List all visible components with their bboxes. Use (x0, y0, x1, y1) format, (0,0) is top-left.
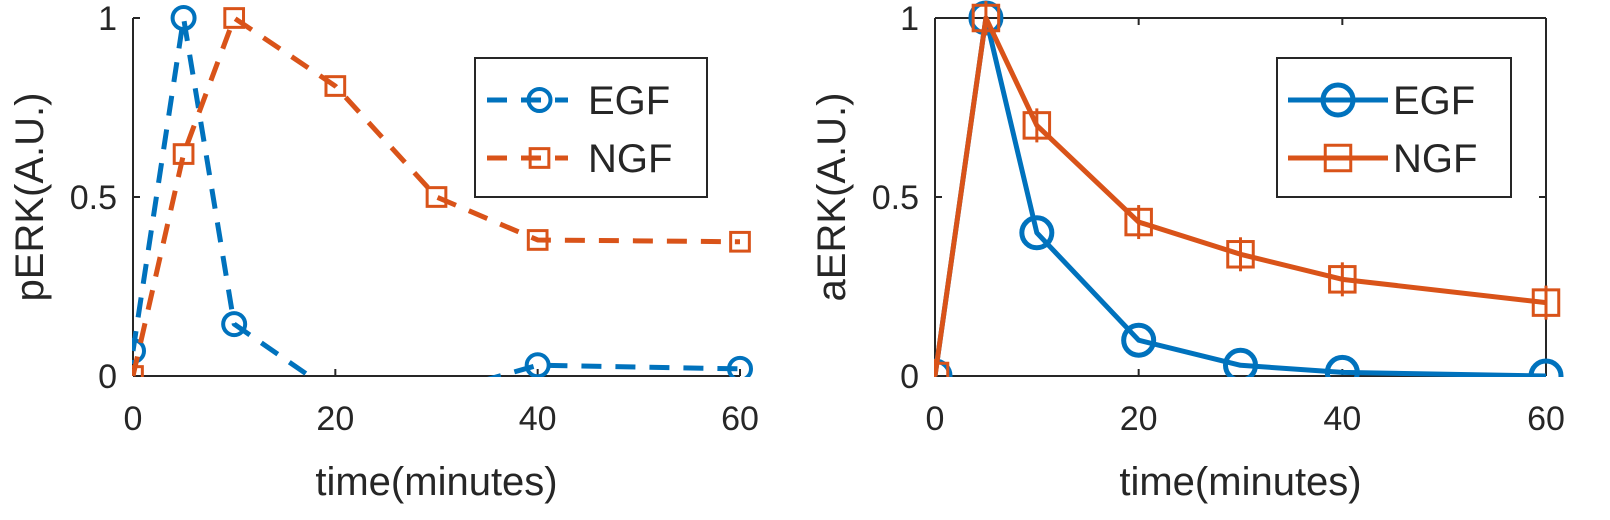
x-tick-label: 0 (926, 400, 945, 438)
data-point (729, 230, 751, 253)
y-tick-label: 0.5 (872, 179, 919, 217)
x-tick-label: 0 (124, 400, 143, 438)
x-tick-label: 20 (1120, 400, 1158, 438)
data-point (223, 7, 246, 29)
x-tick-label: 40 (519, 400, 557, 438)
data-point (132, 337, 146, 364)
legend: EGF NGF (1276, 57, 1512, 198)
data-point (172, 143, 195, 165)
y-tick-label: 1 (98, 0, 117, 38)
y-tick-label: 1 (900, 0, 919, 38)
data-point (221, 311, 248, 338)
data-point (524, 352, 551, 377)
series-ngf (132, 7, 751, 377)
legend-label: NGF (588, 137, 672, 181)
data-point (324, 75, 347, 97)
legend-swatch-marker (528, 147, 551, 169)
legend-box (1276, 57, 1512, 198)
legend-label: EGF (1393, 79, 1475, 123)
y-tick-label: 0 (900, 358, 919, 396)
data-point (425, 186, 448, 208)
legend-swatch-marker (1323, 143, 1353, 173)
y-tick-label: 0 (98, 358, 117, 396)
y-axis-label: pERK(A.U.) (8, 93, 52, 302)
legend-swatch-marker (526, 87, 553, 113)
data-point (132, 365, 144, 377)
series-egf (132, 5, 753, 377)
data-point (1223, 347, 1258, 377)
legend-swatch-marker (1320, 82, 1356, 118)
data-point (170, 5, 197, 31)
legend-box (474, 57, 708, 198)
x-axis-label: time(minutes) (1119, 460, 1361, 504)
chart-perk: 0 20 40 60 0 0.5 1 time(minutes) pERK(A.U.) EGF NG… (8, 0, 759, 504)
y-axis-label: aERK(A.U.) (810, 93, 854, 302)
data-point (526, 229, 549, 251)
x-axis-label: time(minutes) (315, 460, 557, 504)
chart-aerk: 0 20 40 60 0 0.5 1 time(minutes) aERK(A.U.) EGF NG… (810, 0, 1565, 504)
data-point (1019, 215, 1055, 251)
legend: EGF NGF (474, 57, 708, 198)
data-point (1121, 322, 1157, 358)
legend-label: EGF (588, 79, 670, 123)
axes: 0 20 40 60 0 0.5 1 (70, 0, 759, 438)
axes: 0 20 40 60 0 0.5 1 (872, 0, 1565, 438)
y-tick-label: 0.5 (70, 179, 117, 217)
x-tick-label: 60 (1527, 400, 1565, 438)
legend-label: NGF (1393, 137, 1477, 181)
x-tick-label: 40 (1323, 400, 1361, 438)
data-point (1528, 358, 1564, 377)
x-tick-label: 20 (316, 400, 354, 438)
series-ngf (934, 1, 1561, 377)
data-point (727, 355, 753, 377)
series-line (132, 15, 741, 377)
x-tick-label: 60 (721, 400, 759, 438)
data-point (1324, 354, 1360, 377)
